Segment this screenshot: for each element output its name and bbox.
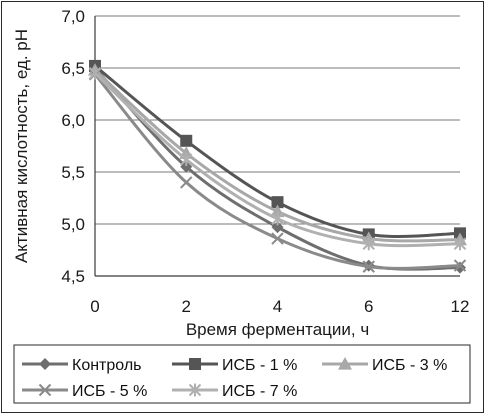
data-point <box>362 237 375 251</box>
legend-box <box>13 344 471 404</box>
y-tick-label: 6,5 <box>61 59 85 78</box>
data-point <box>271 221 284 234</box>
data-point <box>453 237 467 251</box>
data-point <box>88 66 102 80</box>
y-tick-label: 5,5 <box>61 163 85 182</box>
legend-item: ИСБ - 3 % <box>322 357 447 374</box>
data-point <box>453 259 467 272</box>
x-tick-label: 4 <box>273 297 282 316</box>
legend-label: ИСБ - 1 % <box>222 357 297 374</box>
y-axis-title: Активная кислотность, ед. рН <box>12 29 31 263</box>
x-tick-label: 2 <box>182 297 191 316</box>
x-tick-label: 12 <box>451 297 470 316</box>
legend: Контроль ИСБ - 1 % ИСБ - 3 % ИСБ - 5 % ИСБ -… <box>22 357 447 400</box>
data-point <box>271 232 284 245</box>
series-line <box>93 68 461 243</box>
legend-label: Контроль <box>72 357 142 374</box>
y-tick-labels: 4,5 5,0 5,5 6,0 6,5 7,0 <box>61 7 85 286</box>
legend-marker <box>189 358 201 370</box>
legend-item: ИСБ - 5 % <box>22 383 147 400</box>
data-point <box>362 260 375 273</box>
data-point <box>180 176 193 189</box>
y-tick-label: 4,5 <box>61 267 85 286</box>
y-tick-label: 5,0 <box>61 215 85 234</box>
legend-marker <box>38 383 52 397</box>
y-tick-label: 6,0 <box>61 111 85 130</box>
legend-item: ИСБ - 7 % <box>172 383 297 400</box>
axes <box>94 16 460 277</box>
data-point <box>180 153 193 167</box>
legend-marker <box>39 358 51 370</box>
legend-marker <box>338 357 352 370</box>
data-point <box>271 196 284 209</box>
y-tick-label: 7,0 <box>61 7 85 26</box>
data-point <box>454 261 466 274</box>
series-line <box>93 72 461 248</box>
data-point <box>271 212 284 226</box>
data-point <box>180 134 193 147</box>
legend-item: ИСБ - 1 % <box>172 357 297 374</box>
x-tick-label: 0 <box>90 297 99 316</box>
series-group <box>88 59 467 274</box>
legend-label: ИСБ - 5 % <box>72 383 147 400</box>
x-axis-title: Время ферментации, ч <box>186 320 369 339</box>
series-5 <box>88 66 467 251</box>
legend-marker <box>188 383 202 397</box>
legend-item: Контроль <box>22 357 142 374</box>
legend-label: ИСБ - 3 % <box>372 357 447 374</box>
legend-label: ИСБ - 7 % <box>222 383 297 400</box>
x-tick-label: 6 <box>364 297 373 316</box>
series-line <box>93 73 461 270</box>
x-tick-labels: 0 2 4 6 12 <box>90 297 469 316</box>
